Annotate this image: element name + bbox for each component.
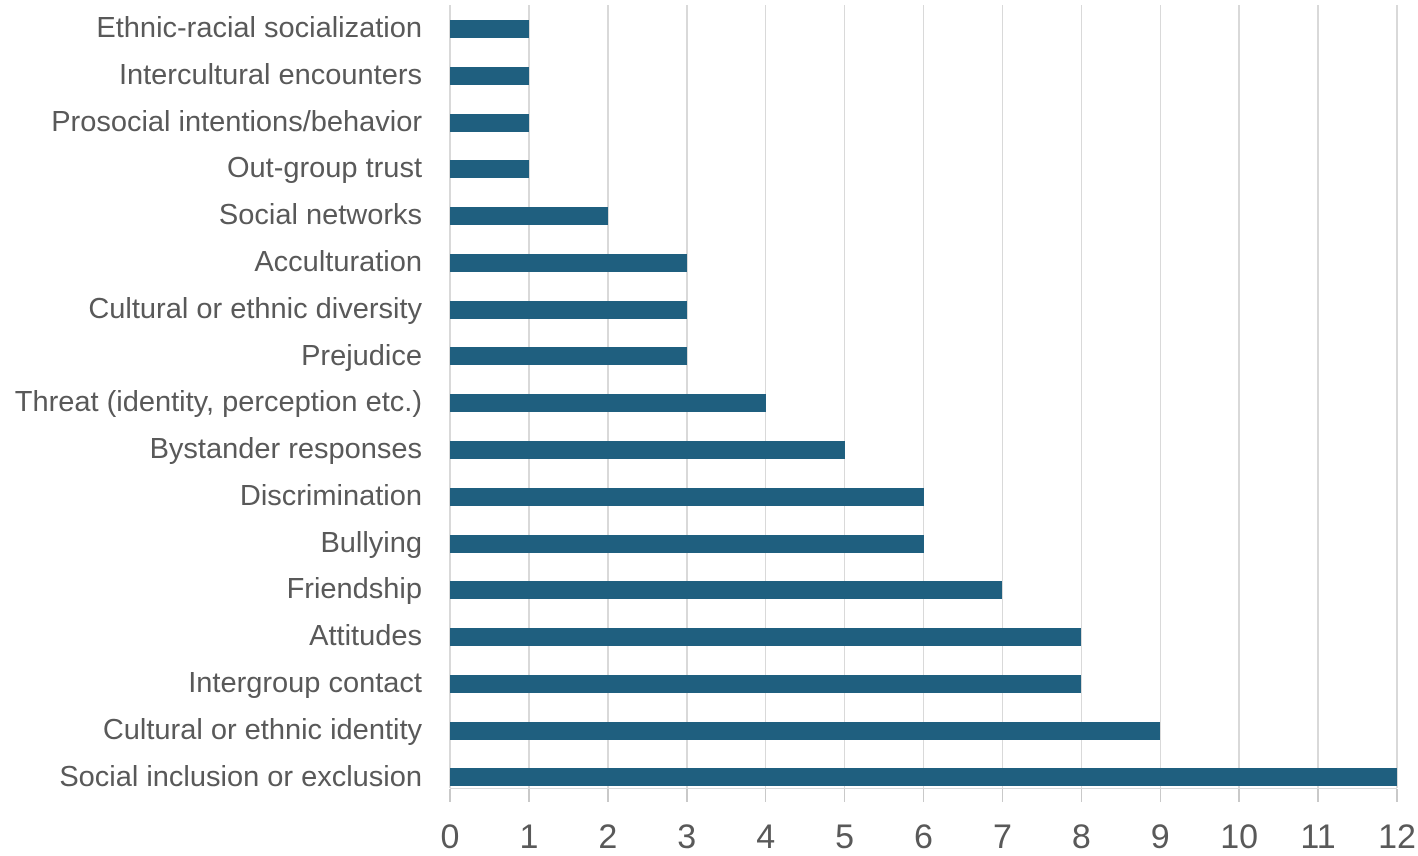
x-tick-mark	[922, 789, 925, 802]
category-label: Social networks	[218, 199, 422, 232]
bar	[450, 347, 687, 366]
category-label: Social inclusion or exclusion	[59, 760, 422, 793]
bar	[450, 581, 1003, 600]
category-label: Out-group trust	[226, 152, 422, 185]
bar	[450, 768, 1397, 787]
x-tick-label: 8	[1071, 818, 1091, 856]
gridline	[1001, 5, 1004, 788]
x-tick-mark	[528, 789, 530, 802]
x-tick-mark	[1159, 789, 1161, 802]
bar	[450, 160, 529, 179]
x-tick-mark	[1001, 789, 1004, 802]
x-tick-label: 6	[914, 818, 933, 856]
bar	[450, 487, 924, 506]
x-tick-mark	[1396, 789, 1398, 802]
category-label: Acculturation	[254, 245, 422, 278]
gridline	[1396, 5, 1398, 788]
gridline	[1317, 5, 1319, 788]
gridline	[922, 5, 925, 788]
category-label: Bystander responses	[149, 433, 422, 466]
gridline	[1159, 5, 1161, 788]
category-label: Intergroup contact	[188, 666, 422, 699]
x-tick-mark	[686, 789, 688, 802]
gridline	[843, 5, 846, 788]
x-tick-label: 2	[598, 818, 618, 856]
gridline	[1080, 5, 1083, 788]
bar	[450, 674, 1082, 693]
category-label: Prosocial intentions/behavior	[51, 105, 422, 138]
gridline	[764, 5, 767, 788]
x-tick-label: 3	[677, 818, 697, 856]
category-label: Intercultural encounters	[118, 58, 422, 91]
category-label: Cultural or ethnic diversity	[88, 292, 422, 325]
bar	[450, 628, 1082, 647]
x-tick-label: 1	[519, 818, 539, 856]
x-tick-mark	[1317, 789, 1319, 802]
category-label: Attitudes	[309, 620, 422, 653]
category-label: Prejudice	[301, 339, 422, 372]
category-axis-labels: Ethnic-racial socialization Intercultural…	[0, 0, 437, 856]
bar	[450, 441, 845, 460]
category-label: Discrimination	[239, 479, 422, 512]
category-label: Bullying	[320, 526, 422, 559]
x-tick-label: 12	[1378, 818, 1416, 856]
bar	[450, 66, 529, 85]
bar	[450, 113, 529, 132]
bar	[450, 534, 924, 553]
bar	[450, 300, 687, 319]
bar	[450, 207, 608, 226]
x-tick-mark	[764, 789, 767, 802]
x-tick-mark	[843, 789, 846, 802]
bar	[450, 20, 529, 38]
gridline	[1238, 5, 1240, 788]
x-tick-mark	[607, 789, 609, 802]
x-tick-label: 4	[756, 818, 776, 856]
x-tick-mark	[1080, 789, 1083, 802]
category-label: Threat (identity, perception etc.)	[14, 386, 422, 419]
bar	[450, 253, 687, 272]
x-tick-mark	[449, 789, 451, 802]
category-label: Cultural or ethnic identity	[102, 713, 422, 746]
x-tick-label: 11	[1300, 818, 1336, 856]
x-tick-label: 5	[835, 818, 855, 856]
plot-area	[449, 5, 1398, 789]
category-label: Friendship	[286, 573, 422, 606]
x-tick-label: 7	[992, 818, 1012, 856]
x-tick-label: 10	[1220, 818, 1259, 856]
category-label: Ethnic-racial socialization	[96, 12, 422, 45]
x-tick-label: 9	[1150, 818, 1170, 856]
x-tick-mark	[1238, 789, 1240, 802]
bar	[450, 721, 1161, 740]
bar	[450, 394, 766, 413]
